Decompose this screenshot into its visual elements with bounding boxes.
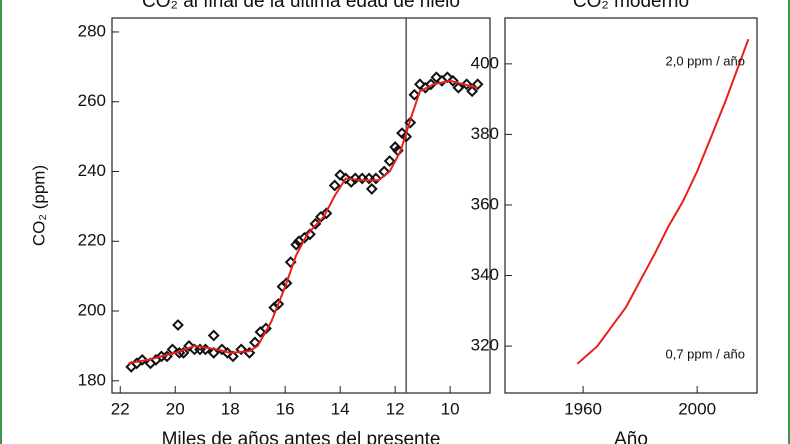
- y-tick-label: 280: [78, 21, 106, 40]
- y-tick-label: 400: [471, 53, 499, 72]
- y-tick-label: 320: [471, 336, 499, 355]
- data-point: [243, 346, 256, 359]
- x-tick-label: 14: [331, 399, 350, 418]
- data-point: [304, 228, 316, 241]
- data-point: [391, 144, 404, 157]
- data-point: [328, 179, 341, 192]
- data-point: [466, 85, 479, 98]
- data-point: [161, 350, 173, 363]
- x-tick-label: 2000: [678, 399, 716, 418]
- x-tick-label: 22: [111, 399, 130, 418]
- y-tick-label: 380: [471, 124, 499, 143]
- data-point: [172, 319, 184, 331]
- panel-title: CO₂ moderno: [573, 0, 689, 12]
- co2-line: [576, 38, 750, 365]
- data-point: [260, 322, 272, 335]
- x-axis-label: Año: [614, 429, 648, 444]
- annotation: 0,7 ppm / año: [666, 346, 746, 361]
- data-point: [155, 350, 168, 363]
- data-point: [356, 172, 369, 185]
- x-tick-label: 18: [221, 399, 240, 418]
- data-point: [363, 172, 375, 185]
- y-tick-label: 200: [78, 301, 106, 320]
- x-tick-label: 10: [441, 399, 460, 418]
- y-tick-label: 360: [471, 194, 499, 213]
- y-tick-label: 180: [78, 370, 106, 389]
- y-tick-label: 220: [78, 231, 106, 250]
- data-point: [284, 256, 297, 269]
- plot-frame: [504, 17, 758, 394]
- x-tick-label: 20: [166, 399, 185, 418]
- y-tick-label: 260: [78, 91, 106, 110]
- y-axis-label: CO₂ (ppm): [29, 165, 48, 246]
- x-tick-label: 12: [386, 399, 405, 418]
- data-point: [446, 74, 459, 87]
- data-point: [173, 346, 186, 359]
- y-tick-label: 340: [471, 265, 499, 284]
- x-axis-label: Miles de años antes del presente: [162, 429, 441, 444]
- y-tick-label: 240: [78, 161, 106, 180]
- data-point: [452, 81, 465, 94]
- fit-curve: [128, 79, 478, 365]
- panel-title: CO₂ al final de la última edad de hielo: [142, 0, 460, 12]
- data-point: [207, 346, 220, 359]
- x-tick-label: 16: [276, 399, 295, 418]
- data-point: [349, 172, 362, 185]
- data-point: [207, 329, 220, 342]
- data-point: [365, 183, 378, 195]
- data-point: [460, 78, 473, 91]
- x-tick-label: 1960: [564, 399, 602, 418]
- plot-frame: [111, 17, 491, 394]
- annotation: 2,0 ppm / año: [666, 53, 746, 68]
